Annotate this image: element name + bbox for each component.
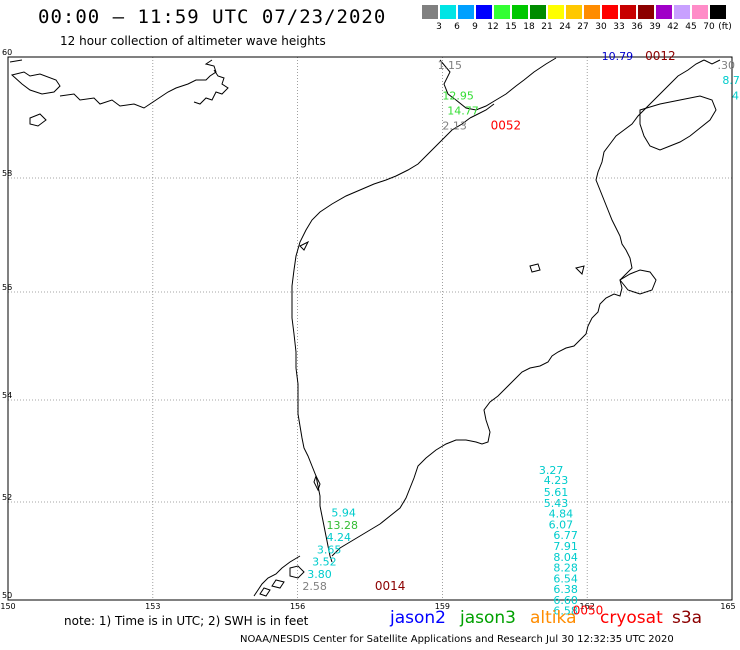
swh-label: 6.54 [553, 572, 578, 585]
swh-label: 3.27 [539, 464, 564, 477]
scale-swatch [638, 5, 654, 19]
lat-tick-label: 56 [2, 283, 12, 292]
scale-label: 45 [685, 22, 697, 32]
scale-swatch [584, 5, 600, 19]
swh-label: 3.80 [307, 568, 332, 581]
scale-label: 12 [487, 22, 499, 32]
scale-swatch [602, 5, 618, 19]
scale-swatch [458, 5, 474, 19]
scale-swatch [422, 5, 438, 19]
scale-label: 33 [613, 22, 625, 32]
scale-label: 21 [541, 22, 553, 32]
lon-tick-label: 156 [290, 602, 305, 611]
scale-swatch [566, 5, 582, 19]
swh-label: 4.24 [327, 531, 352, 544]
swh-label: 7.91 [553, 540, 578, 553]
lon-tick-label: 150 [0, 602, 15, 611]
swh-label: 6.77 [553, 529, 578, 542]
scale-swatch [692, 5, 708, 19]
lat-tick-label: 50 [2, 591, 12, 600]
scale-label: 42 [667, 22, 679, 32]
swh-label: 6.60 [553, 594, 578, 607]
lon-tick-label: 159 [435, 602, 450, 611]
scale-label: 24 [559, 22, 571, 32]
map-subtitle: 12 hour collection of altimeter wave hei… [60, 34, 326, 48]
scale-unit: (ft) [718, 22, 732, 32]
lat-tick-label: 54 [2, 391, 12, 400]
scale-swatch [476, 5, 492, 19]
swh-label: 5.61 [544, 486, 569, 499]
map-title: 00:00 – 11:59 UTC 07/23/2020 [38, 6, 387, 28]
legend-cryosat: cryosat [600, 608, 663, 628]
scale-swatch [440, 5, 456, 19]
lon-tick-label: 162 [580, 602, 595, 611]
lon-tick-label: 153 [145, 602, 160, 611]
scale-swatch [548, 5, 564, 19]
swh-label: 8.04 [553, 551, 578, 564]
swh-label: 2.58 [302, 580, 327, 593]
graticule [8, 57, 732, 600]
lat-tick-label: 52 [2, 493, 12, 502]
scale-swatch [512, 5, 528, 19]
swh-label: .30 [718, 59, 736, 72]
swh-label: 6.38 [553, 583, 578, 596]
swh-label: 4 [732, 89, 739, 102]
scale-label: 6 [454, 22, 460, 32]
swh-label: 4.23 [544, 474, 569, 487]
lat-tick-label: 60 [2, 48, 12, 57]
swh-label: 5.43 [544, 497, 569, 510]
scale-label: 70 [703, 22, 715, 32]
scale-label: 15 [505, 22, 517, 32]
scale-label: 36 [631, 22, 643, 32]
lon-tick-label: 165 [720, 602, 735, 611]
footnote: note: 1) Time is in UTC; 2) SWH is in fe… [64, 614, 309, 628]
swh-label: 1.15 [438, 59, 463, 72]
map-frame [7, 56, 733, 601]
scale-swatch [494, 5, 510, 19]
swh-label: 8.7 [722, 74, 740, 87]
legend-altika: altika [530, 608, 577, 628]
credit-line: NOAA/NESDIS Center for Satellite Applica… [240, 634, 674, 645]
pass-time-label: 0052 [491, 119, 522, 133]
swh-label: 8.28 [553, 562, 578, 575]
pass-time-label: 0014 [375, 579, 406, 593]
swh-label: 6.58 [553, 605, 578, 618]
scale-label: 3 [436, 22, 442, 32]
lat-tick-label: 58 [2, 169, 12, 178]
swh-label: 12.95 [442, 89, 474, 102]
swh-label: 5.94 [331, 507, 356, 520]
scale-label: 18 [523, 22, 535, 32]
legend-s3a: s3a [672, 608, 703, 628]
scale-label: 30 [595, 22, 607, 32]
scale-swatch [710, 5, 726, 19]
scale-swatch [530, 5, 546, 19]
pass-time-label: 0012 [645, 49, 676, 63]
legend-jason3: jason3 [460, 608, 516, 628]
scale-label: 39 [649, 22, 661, 32]
swh-label: 3.52 [312, 556, 337, 569]
swh-label: 14.77 [447, 104, 479, 117]
swh-label: 4.84 [549, 508, 574, 521]
swh-label: 3.65 [317, 543, 342, 556]
swh-label: 2.13 [442, 120, 467, 133]
scale-label: 27 [577, 22, 589, 32]
swh-label: 6.07 [549, 518, 574, 531]
swh-label: 13.28 [327, 519, 359, 532]
scale-swatch [656, 5, 672, 19]
coastline [9, 57, 721, 597]
swh-label: 10.79 [602, 50, 634, 63]
scale-swatch [674, 5, 690, 19]
pass-time-label: 0050 [573, 604, 604, 618]
scale-swatch [620, 5, 636, 19]
legend-jason2: jason2 [390, 608, 446, 628]
scale-label: 9 [472, 22, 478, 32]
